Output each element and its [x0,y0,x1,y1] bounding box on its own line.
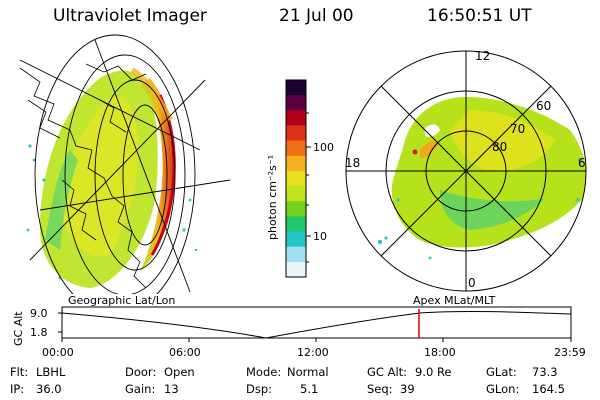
colorbar-segment [286,201,306,217]
colorbar-tick-10: 10 [313,230,327,243]
altitude-xtick-0600: 06:00 [169,346,201,359]
glon-value: 164.5 [532,382,565,396]
colorbar-segment [286,80,306,96]
polar-image: 12 18 6 0 60 70 80 [345,49,587,292]
colorbar-segment [286,246,306,263]
gain-value: 13 [164,382,179,396]
mlt-label-0: 0 [468,276,476,290]
gcalt-value: 9.0 Re [415,365,452,379]
colorbar-gradient [286,80,306,278]
altitude-ytick-low: 1.8 [30,326,48,339]
ip-label: IP: [10,382,25,396]
colorbar-segment [286,216,306,233]
colorbar-segment [286,125,306,142]
altitude-ytick-high: 9.0 [30,307,48,320]
colorbar-unit-label: photon cm⁻²s⁻¹ [266,155,279,240]
seq-value: 39 [400,382,415,396]
mlt-label-18: 18 [345,156,360,170]
image-time: 16:50:51 UT [427,6,532,26]
glat-value: 73.3 [532,365,558,379]
colorbar-segment [286,261,306,278]
altitude-plot: GC Alt 9.0 1.8 00:00 06:00 12:00 18:00 2… [12,306,586,359]
colorbar-segment [286,155,306,172]
glat-label: GLat: [486,365,517,379]
filter-label: Flt: [10,365,29,379]
mlt-label-12: 12 [475,49,490,63]
image-date: 21 Jul 00 [279,6,354,26]
dsp-value: 5.1 [300,382,319,396]
altitude-xtick-1800: 18:00 [424,346,456,359]
seq-label: Seq: [367,382,393,396]
ip-value: 36.0 [36,382,62,396]
altitude-xtick-1200: 12:00 [297,346,329,359]
dsp-label: Dsp: [246,382,273,396]
gain-label: Gain: [125,382,156,396]
colorbar-segment [286,170,306,187]
colorbar-segment [286,95,306,111]
lat-label-80: 80 [492,140,507,154]
mlt-label-6: 6 [578,156,586,170]
right-panel-label: Apex MLat/MLT [413,294,496,307]
filter-value: LBHL [36,365,66,379]
colorbar-segment [286,140,306,157]
gcalt-label: GC Alt: [367,365,408,379]
colorbar: 100 10 photon cm⁻²s⁻¹ [266,79,334,278]
left-panel-label: Geographic Lat/Lon [68,294,175,307]
altitude-ylabel: GC Alt [12,311,25,346]
geographic-image [19,34,230,294]
door-value: Open [164,365,195,379]
lat-label-60: 60 [536,99,551,113]
glon-label: GLon: [486,382,520,396]
altitude-xtick-2359: 23:59 [554,346,586,359]
mode-label: Mode: [246,365,282,379]
instrument-title: Ultraviolet Imager [53,6,207,26]
colorbar-tick-100: 100 [313,141,334,154]
colorbar-segment [286,110,306,127]
door-label: Door: [125,365,157,379]
colorbar-segment [286,186,306,202]
colorbar-segment [286,231,306,248]
altitude-xtick-0000: 00:00 [42,346,74,359]
mode-value: Normal [287,365,329,379]
lat-label-70: 70 [510,122,525,136]
